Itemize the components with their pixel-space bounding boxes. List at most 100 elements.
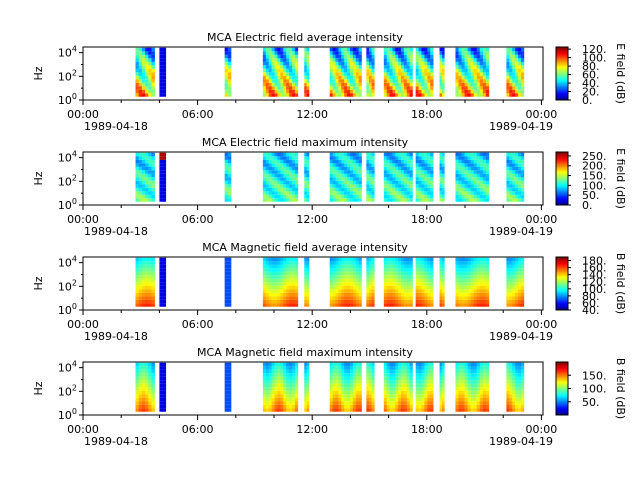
- spectrogram-cell: [262, 47, 267, 52]
- spectrogram-cell: [159, 177, 163, 181]
- spectrogram-cell: [151, 159, 155, 164]
- spectrogram-cell: [479, 156, 484, 160]
- spectrogram-cell: [439, 93, 443, 97]
- spectrogram-cell: [467, 282, 471, 286]
- spectrogram-cell: [286, 362, 290, 367]
- spectrogram-cell: [515, 289, 519, 293]
- spectrogram-cell: [458, 268, 462, 272]
- spectrogram-cell: [368, 366, 372, 370]
- spectrogram-cell: [458, 156, 462, 160]
- spectrogram-cell: [338, 271, 342, 276]
- spectrogram-cell: [135, 296, 140, 300]
- spectrogram-cell: [289, 89, 293, 94]
- spectrogram-cell: [141, 79, 146, 83]
- spectrogram-cell: [344, 303, 348, 307]
- spectrogram-cell: [473, 89, 478, 94]
- spectrogram-cell: [135, 264, 140, 269]
- spectrogram-cell: [509, 184, 513, 188]
- colorbar-step: [556, 387, 568, 389]
- spectrogram-cell: [389, 58, 393, 62]
- spectrogram-cell: [274, 380, 278, 384]
- spectrogram-cell: [509, 257, 513, 262]
- spectrogram-cell: [145, 170, 149, 174]
- spectrogram-cell: [368, 401, 372, 405]
- spectrogram-cell: [398, 373, 402, 377]
- spectrogram-cell: [415, 191, 419, 195]
- spectrogram-cell: [476, 159, 481, 164]
- spectrogram-cell: [341, 257, 345, 262]
- spectrogram-cell: [338, 390, 342, 395]
- spectrogram-cell: [371, 65, 375, 69]
- spectrogram-cell: [368, 275, 372, 279]
- spectrogram-cell: [455, 299, 459, 304]
- spectrogram-cell: [355, 292, 359, 297]
- spectrogram-cell: [515, 292, 519, 297]
- spectrogram-cell: [398, 299, 402, 304]
- spectrogram-cell: [271, 387, 275, 391]
- spectrogram-cell: [509, 362, 513, 367]
- spectrogram-cell: [306, 387, 310, 391]
- spectrogram-cell: [355, 373, 359, 377]
- spectrogram-cell: [355, 289, 359, 293]
- spectrogram-cell: [335, 366, 339, 370]
- spectrogram-cell: [506, 373, 510, 377]
- spectrogram-cell: [344, 72, 348, 76]
- spectrogram-cell: [458, 408, 462, 412]
- spectrogram-cell: [349, 177, 354, 181]
- spectrogram-cell: [268, 166, 272, 171]
- spectrogram-cell: [515, 376, 519, 381]
- spectrogram-cell: [482, 75, 487, 80]
- spectrogram-cell: [386, 187, 390, 192]
- colorbar-step: [556, 274, 568, 276]
- spectrogram-cell: [455, 261, 459, 265]
- spectrogram-cell: [141, 177, 146, 181]
- spectrogram-cell: [358, 390, 362, 395]
- spectrogram-cell: [461, 82, 465, 87]
- spectrogram-cell: [461, 397, 465, 402]
- spectrogram-cell: [395, 61, 399, 66]
- spectrogram-cell: [292, 166, 296, 171]
- spectrogram-cell: [286, 268, 290, 272]
- spectrogram-cell: [467, 369, 471, 374]
- spectrogram-cell: [329, 275, 333, 279]
- spectrogram-cell: [292, 61, 296, 66]
- spectrogram-cell: [159, 194, 163, 199]
- colorbar-step: [556, 282, 568, 284]
- spectrogram-cell: [283, 184, 287, 188]
- spectrogram-cell: [286, 187, 290, 192]
- spectrogram-cell: [415, 51, 419, 55]
- spectrogram-cell: [485, 51, 490, 55]
- spectrogram-cell: [349, 184, 354, 188]
- spectrogram-cell: [341, 362, 345, 367]
- x-tick-label: 00:00: [67, 423, 99, 436]
- spectrogram-cell: [294, 299, 299, 304]
- x-tick-label: 00:00: [67, 108, 99, 121]
- spectrogram-cell: [271, 369, 275, 374]
- spectrogram-cell: [415, 82, 419, 87]
- spectrogram-cell: [427, 271, 431, 276]
- spectrogram-cell: [138, 156, 143, 160]
- spectrogram-cell: [224, 271, 229, 276]
- spectrogram-cell: [352, 82, 357, 87]
- spectrogram-cell: [280, 394, 284, 398]
- spectrogram-cell: [520, 65, 525, 69]
- spectrogram-cell: [286, 278, 290, 283]
- spectrogram-cell: [485, 184, 490, 188]
- spectrogram-cell: [265, 194, 269, 199]
- spectrogram-cell: [332, 303, 336, 307]
- spectrogram-cell: [355, 51, 359, 55]
- spectrogram-cell: [421, 257, 425, 262]
- spectrogram-cell: [386, 61, 390, 66]
- spectrogram-cell: [439, 166, 443, 171]
- spectrogram-cell: [135, 299, 140, 304]
- spectrogram-cell: [366, 264, 370, 269]
- spectrogram-cell: [389, 152, 393, 157]
- x-date-label: 1989-04-19: [489, 120, 553, 133]
- spectrogram-cell: [515, 394, 519, 398]
- spectrogram-cell: [344, 159, 348, 164]
- spectrogram-cell: [335, 187, 339, 192]
- spectrogram-cell: [401, 72, 405, 76]
- spectrogram-cell: [277, 264, 281, 269]
- spectrogram-cell: [430, 397, 434, 402]
- spectrogram-cell: [418, 51, 422, 55]
